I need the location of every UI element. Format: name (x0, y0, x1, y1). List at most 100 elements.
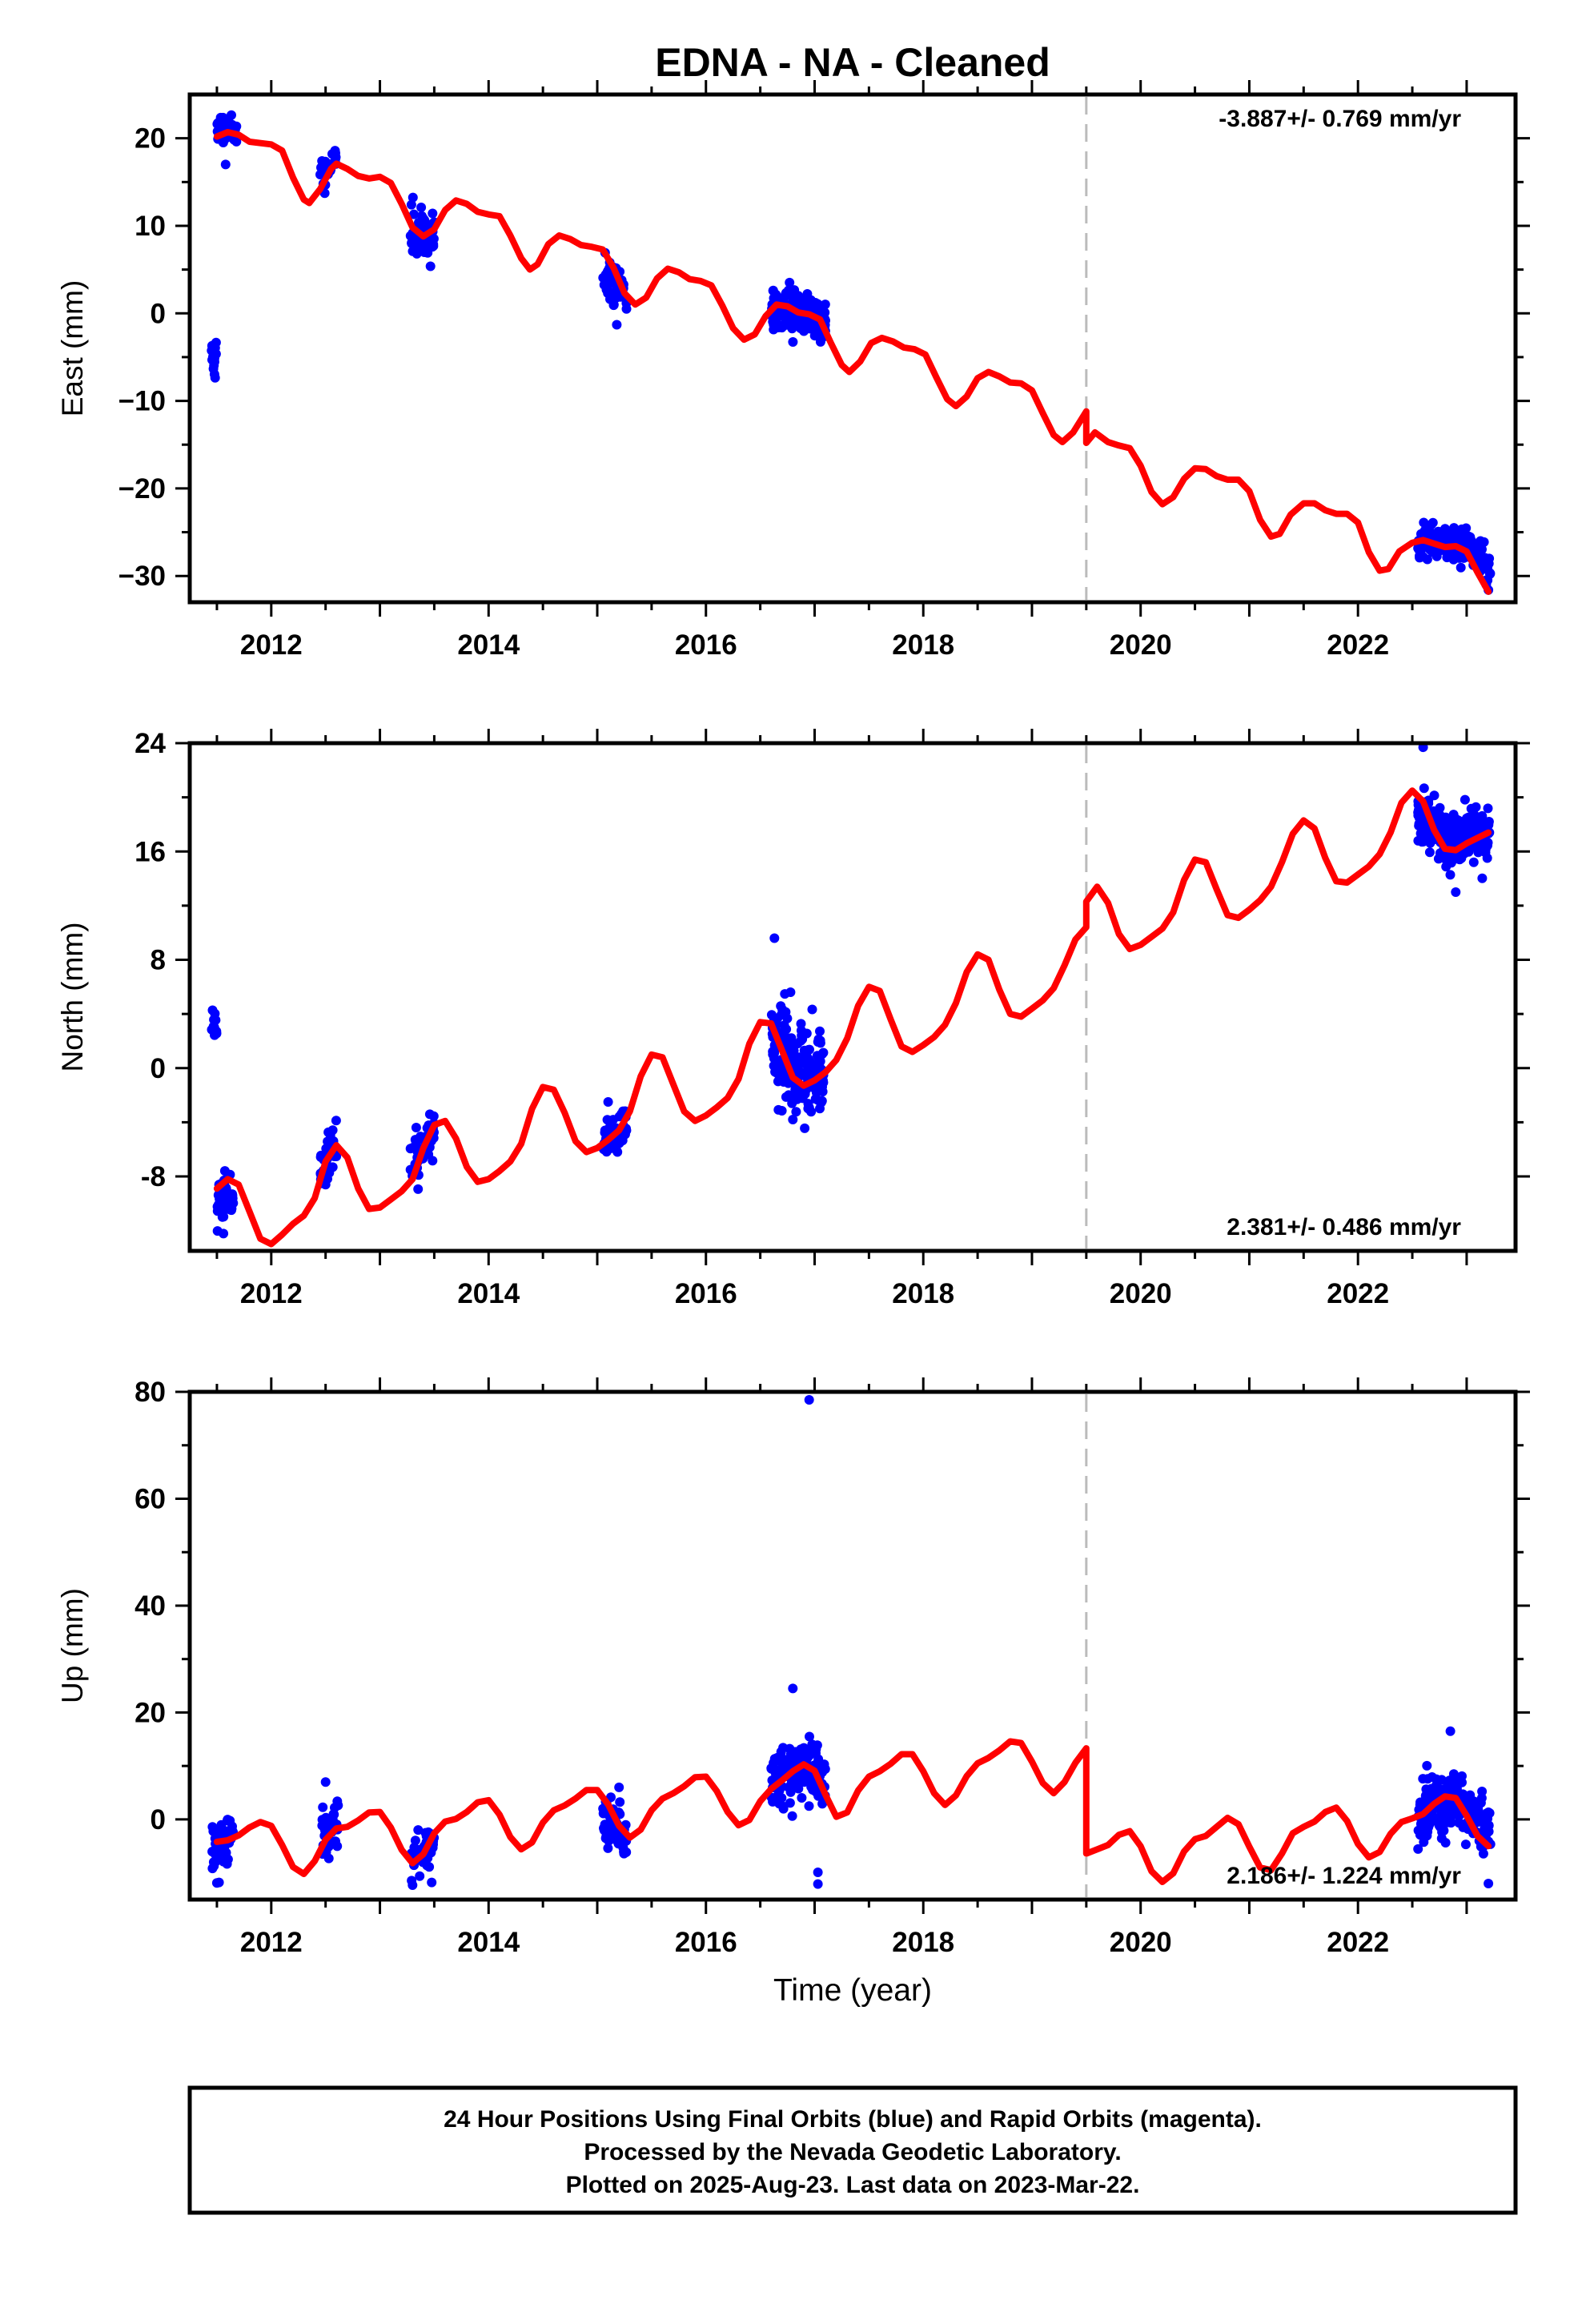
north-x-tick-label: 2014 (457, 1278, 520, 1309)
up-data-point (803, 1752, 813, 1763)
up-y-tick-label: 20 (135, 1697, 166, 1728)
north-plot-area (190, 743, 1516, 1251)
north-data-point (796, 1019, 806, 1029)
east-data-point (209, 353, 219, 364)
north-model-fit-line (213, 787, 1492, 1248)
up-x-tick-label: 2012 (240, 1927, 303, 1958)
up-outlier-point (804, 1395, 814, 1405)
east-x-tick-label: 2018 (892, 629, 954, 661)
up-data-point (332, 1841, 343, 1852)
figure-title: EDNA - NA - Cleaned (655, 40, 1050, 85)
north-data-point (413, 1184, 424, 1194)
up-outlier-point (211, 1878, 222, 1888)
north-y-axis-label: North (mm) (56, 922, 89, 1072)
north-data-point (228, 1198, 239, 1208)
up-x-tick-label: 2020 (1110, 1927, 1172, 1958)
up-outlier-point (813, 1868, 823, 1877)
up-data-point (771, 1766, 781, 1776)
east-data-point (1437, 529, 1447, 539)
up-data-point (318, 1802, 328, 1812)
north-outlier-point (769, 933, 780, 943)
footer-line-1: 24 Hour Positions Using Final Orbits (bl… (444, 2106, 1262, 2133)
up-data-point (1413, 1844, 1423, 1854)
north-data-point (1417, 837, 1427, 847)
up-data-point (211, 1856, 221, 1867)
east-y-tick-label: −20 (118, 473, 166, 505)
east-data-point (409, 209, 419, 219)
north-data-point (815, 1104, 825, 1114)
north-data-point (1435, 852, 1446, 862)
north-data-point (428, 1156, 438, 1166)
up-data-point (615, 1797, 625, 1807)
east-data-point (231, 121, 242, 131)
east-data-point (227, 110, 236, 120)
up-data-point (801, 1770, 812, 1780)
up-x-tick-label: 2014 (457, 1927, 520, 1958)
north-data-point (1483, 803, 1493, 814)
north-data-point (1472, 813, 1482, 823)
east-plot-area (190, 94, 1516, 602)
north-data-point (783, 1077, 793, 1088)
up-data-point (598, 1803, 608, 1814)
up-outlier-point (1445, 1726, 1456, 1736)
north-panel: 2012 2014 2016 2018 2020 2022 24 16 8 0 -8 North (m… (56, 728, 1530, 1309)
up-data-point (1422, 1831, 1432, 1841)
north-data-point (1445, 870, 1456, 880)
east-data-point (1473, 554, 1484, 564)
up-data-point (212, 1829, 223, 1839)
east-outlier-point (220, 159, 231, 170)
up-data-point (330, 1803, 339, 1813)
east-data-point (414, 217, 424, 227)
up-data-point (1465, 1790, 1476, 1800)
east-data-point (788, 337, 798, 347)
up-y-tick-label: 60 (135, 1483, 166, 1514)
north-data-point (773, 1076, 783, 1087)
north-data-point (807, 1004, 817, 1015)
up-data-point (604, 1835, 614, 1846)
east-y-tick-label: 20 (135, 123, 166, 155)
up-y-tick-label: 0 (151, 1804, 166, 1835)
up-data-point (1440, 1838, 1451, 1848)
north-data-point (807, 1065, 817, 1076)
north-outlier-point (788, 1115, 798, 1124)
up-data-point (787, 1811, 797, 1821)
east-data-point (208, 364, 219, 374)
east-data-point (411, 239, 421, 250)
up-data-point (768, 1796, 778, 1807)
north-data-point (1447, 830, 1457, 840)
north-data-point (428, 1111, 439, 1121)
east-y-tick-label: −10 (118, 386, 166, 417)
up-data-point (1427, 1772, 1437, 1782)
north-data-point (1419, 826, 1430, 836)
north-data-point (215, 1194, 225, 1204)
north-y-tick-label: 16 (135, 836, 166, 867)
up-data-point (427, 1877, 437, 1888)
up-data-point (413, 1825, 424, 1835)
up-data-point (785, 1798, 795, 1808)
east-data-point (210, 343, 220, 353)
east-y-axis-label: East (mm) (56, 280, 89, 417)
north-data-point (212, 1226, 223, 1236)
north-data-point (1448, 810, 1459, 820)
up-rate-label: 2.186+/- 1.224 mm/yr (1227, 1863, 1461, 1889)
up-data-point (1454, 1818, 1464, 1828)
up-data-point (599, 1823, 608, 1833)
up-data-point (799, 1743, 809, 1753)
east-y-tick-label: 10 (135, 211, 166, 242)
north-data-point (786, 1033, 797, 1043)
north-data-point (789, 1059, 800, 1070)
up-data-point (1484, 1820, 1494, 1831)
north-data-point (210, 1030, 219, 1040)
east-data-point (768, 286, 778, 296)
up-data-point (420, 1827, 431, 1838)
north-data-point (1419, 783, 1429, 794)
north-data-point (210, 1008, 220, 1019)
north-data-point (331, 1116, 341, 1126)
north-x-tick-label: 2016 (675, 1278, 737, 1309)
footer-box (187, 2085, 1518, 2215)
up-data-point (1418, 1821, 1428, 1831)
up-outlier-point (614, 1782, 624, 1792)
north-data-point (802, 1047, 812, 1057)
north-data-point (327, 1125, 338, 1136)
up-data-point (603, 1843, 613, 1853)
